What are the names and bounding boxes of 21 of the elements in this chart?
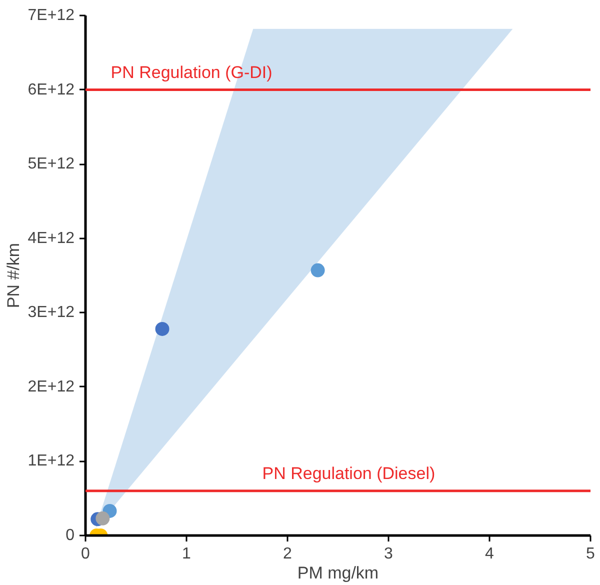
- y-tick-label: 0: [66, 527, 75, 544]
- point: [155, 322, 170, 336]
- x-tick-label: 4: [485, 546, 494, 562]
- y-tick-label: 5E+12: [28, 156, 75, 173]
- x-tick-label: 2: [283, 546, 292, 562]
- point: [96, 511, 110, 526]
- y-tick-label: 3E+12: [28, 304, 75, 322]
- ref-line-label: PN Regulation (G-DI): [110, 62, 272, 82]
- ref-line-label: PN Regulation (Diesel): [262, 464, 436, 483]
- x-tick-label: 5: [586, 546, 596, 562]
- y-tick-label: 2E+12: [28, 378, 75, 396]
- x-tick-label: 0: [81, 546, 90, 562]
- y-tick-label: 7E+12: [28, 7, 75, 24]
- x-tick-label: 3: [384, 546, 394, 562]
- y-axis-title: PN #/km: [4, 242, 23, 308]
- y-tick-label: 1E+12: [28, 452, 75, 470]
- x-axis-title: PM mg/km: [297, 564, 379, 582]
- point: [310, 263, 325, 278]
- x-tick-label: 1: [182, 546, 192, 562]
- y-tick-label: 4E+12: [28, 230, 75, 247]
- y-tick-label: 6E+12: [28, 81, 75, 98]
